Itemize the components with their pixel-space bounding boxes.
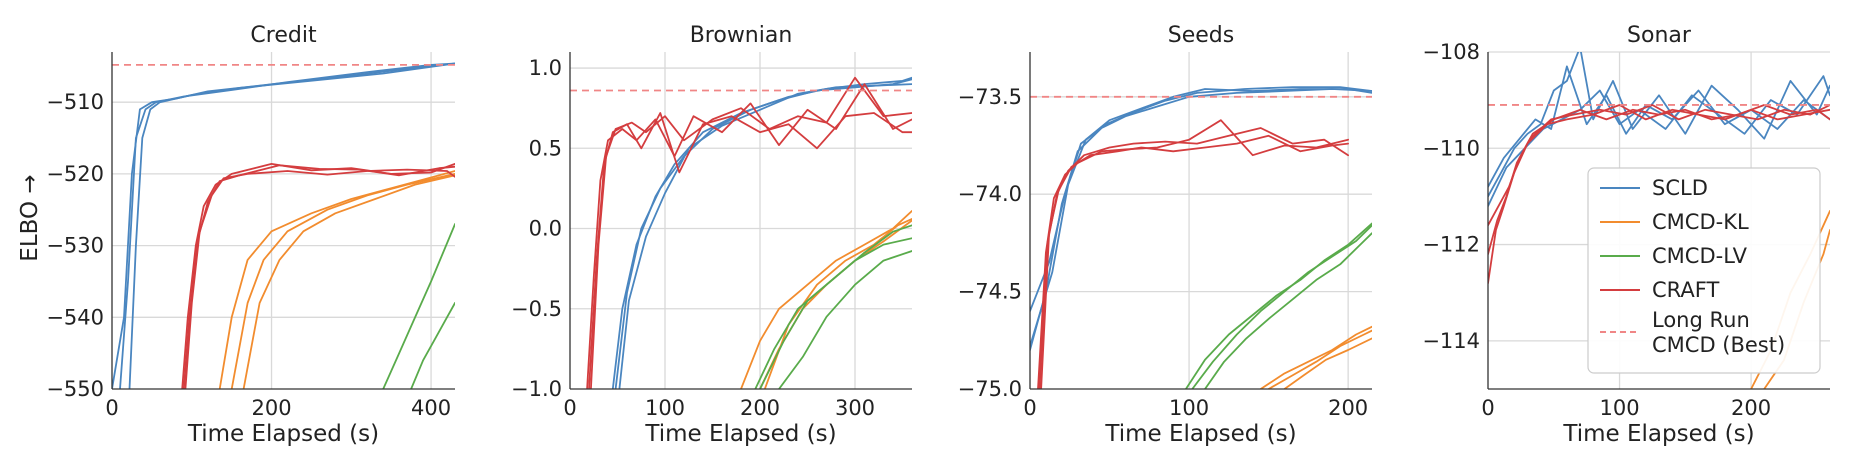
y-tick-label: −73.5	[958, 85, 1022, 109]
series-line-scld	[611, 78, 912, 389]
panel-credit: −550 −540 −530 −520 −510 0 200 400 Credit Time El…	[46, 23, 455, 447]
y-tick-label: 0.5	[529, 136, 562, 160]
legend-label: CRAFT	[1652, 278, 1719, 302]
x-tick-label: 100	[1599, 396, 1639, 420]
series-line-craft	[590, 76, 912, 389]
x-axis-label: Time Elapsed (s)	[644, 421, 836, 447]
y-tick-label: −0.5	[511, 297, 562, 321]
x-tick-label: 0	[1481, 396, 1494, 420]
y-tick-label: −510	[46, 90, 104, 114]
panel-title: Brownian	[690, 23, 793, 48]
panel-brownian: −1.0 −0.5 0.0 0.5 1.0 0 100 200 300 Brownian Time …	[511, 23, 912, 447]
y-tick-label: −520	[46, 162, 104, 186]
y-tick-label: −540	[46, 305, 104, 329]
series-line-cmcd-lv	[1185, 222, 1372, 389]
y-tick-label: −110	[1422, 136, 1480, 160]
series-line-craft	[1037, 119, 1349, 389]
legend-item-craft: CRAFT	[1600, 278, 1719, 302]
y-tick-label: 1.0	[529, 56, 562, 80]
legend-item-long-run-cmcd-best: Long Run CMCD (Best)	[1600, 308, 1785, 357]
y-axis-label: ELBO →	[17, 174, 43, 261]
x-tick-label: 0	[1023, 396, 1036, 420]
legend-label: CMCD-LV	[1652, 244, 1748, 268]
y-tick-label: −75.0	[958, 377, 1022, 401]
series-line-cmcd-lv	[1191, 224, 1372, 389]
series-line-scld	[1488, 52, 1830, 198]
series-line-cmcd-lv	[759, 224, 912, 389]
legend-label: CMCD-KL	[1652, 210, 1749, 234]
x-tick-label: 200	[1328, 396, 1368, 420]
x-tick-label: 0	[105, 396, 118, 420]
series-line-scld	[1030, 88, 1372, 348]
series-line-craft	[1040, 134, 1349, 389]
series-group	[1030, 86, 1372, 389]
series-line-cmcd-kl	[242, 174, 455, 389]
y-tick-label: −530	[46, 234, 104, 258]
legend-item-cmcd-kl: CMCD-KL	[1600, 210, 1749, 234]
x-tick-label: 100	[645, 396, 685, 420]
series-line-scld	[1030, 88, 1372, 351]
y-tick-label: −114	[1422, 329, 1480, 353]
panel-title: Sonar	[1627, 23, 1692, 48]
legend-label: Long Run CMCD (Best)	[1652, 308, 1785, 357]
y-tick-label: 0.0	[529, 217, 562, 241]
legend-box	[1587, 167, 1821, 374]
series-group	[570, 76, 912, 389]
x-tick-label: 0	[563, 396, 576, 420]
y-tick-label: −74.0	[958, 182, 1022, 206]
legend: SCLD CMCD-KL CMCD-LV CRAFT Long Run CMCD (Bes…	[1587, 167, 1821, 374]
series-line-cmcd-kl	[218, 170, 455, 389]
series-line-craft	[181, 162, 455, 389]
series-line-craft	[1038, 127, 1349, 389]
series-line-cmcd-lv	[754, 237, 912, 389]
series-line-cmcd-kl	[1259, 325, 1372, 389]
x-tick-label: 200	[1731, 396, 1771, 420]
series-line-craft	[184, 168, 455, 389]
x-axis-label: Time Elapsed (s)	[187, 421, 379, 447]
series-line-scld	[1488, 65, 1830, 188]
y-tick-label: −74.5	[958, 280, 1022, 304]
series-line-craft	[586, 83, 912, 389]
series-line-scld	[614, 76, 912, 389]
legend-item-cmcd-lv: CMCD-LV	[1600, 244, 1748, 268]
legend-item-scld: SCLD	[1600, 176, 1708, 200]
panels-group: −550 −540 −530 −520 −510 0 200 400 Credit Time El…	[46, 23, 1830, 447]
series-line-cmcd-lv	[778, 250, 912, 389]
panel-title: Credit	[250, 23, 317, 48]
series-line-cmcd-kl	[740, 209, 912, 389]
x-axis-label: Time Elapsed (s)	[1104, 421, 1296, 447]
x-tick-label: 200	[740, 396, 780, 420]
panel-seeds: −75.0 −74.5 −74.0 −73.5 0 100 200 Seeds Time Ela…	[958, 23, 1372, 447]
series-line-cmcd-kl	[230, 172, 455, 389]
y-tick-label: −112	[1422, 233, 1480, 257]
series-line-cmcd-kl	[1283, 337, 1372, 389]
series-group	[112, 62, 455, 389]
series-line-scld	[128, 62, 455, 389]
x-tick-label: 100	[1169, 396, 1209, 420]
series-line-scld	[1030, 86, 1372, 313]
x-tick-label: 200	[251, 396, 291, 420]
series-line-cmcd-lv	[382, 223, 455, 389]
x-tick-label: 400	[411, 396, 451, 420]
y-tick-label: −1.0	[511, 377, 562, 401]
x-axis-label: Time Elapsed (s)	[1562, 421, 1754, 447]
series-line-cmcd-lv	[1204, 232, 1372, 389]
series-line-cmcd-kl	[1267, 329, 1372, 389]
series-line-craft	[1488, 104, 1830, 227]
series-line-cmcd-lv	[410, 302, 455, 389]
panel-title: Seeds	[1168, 23, 1234, 48]
legend-label: SCLD	[1652, 176, 1708, 200]
y-tick-label: −550	[46, 377, 104, 401]
y-tick-label: −108	[1422, 40, 1480, 64]
x-tick-label: 300	[835, 396, 875, 420]
